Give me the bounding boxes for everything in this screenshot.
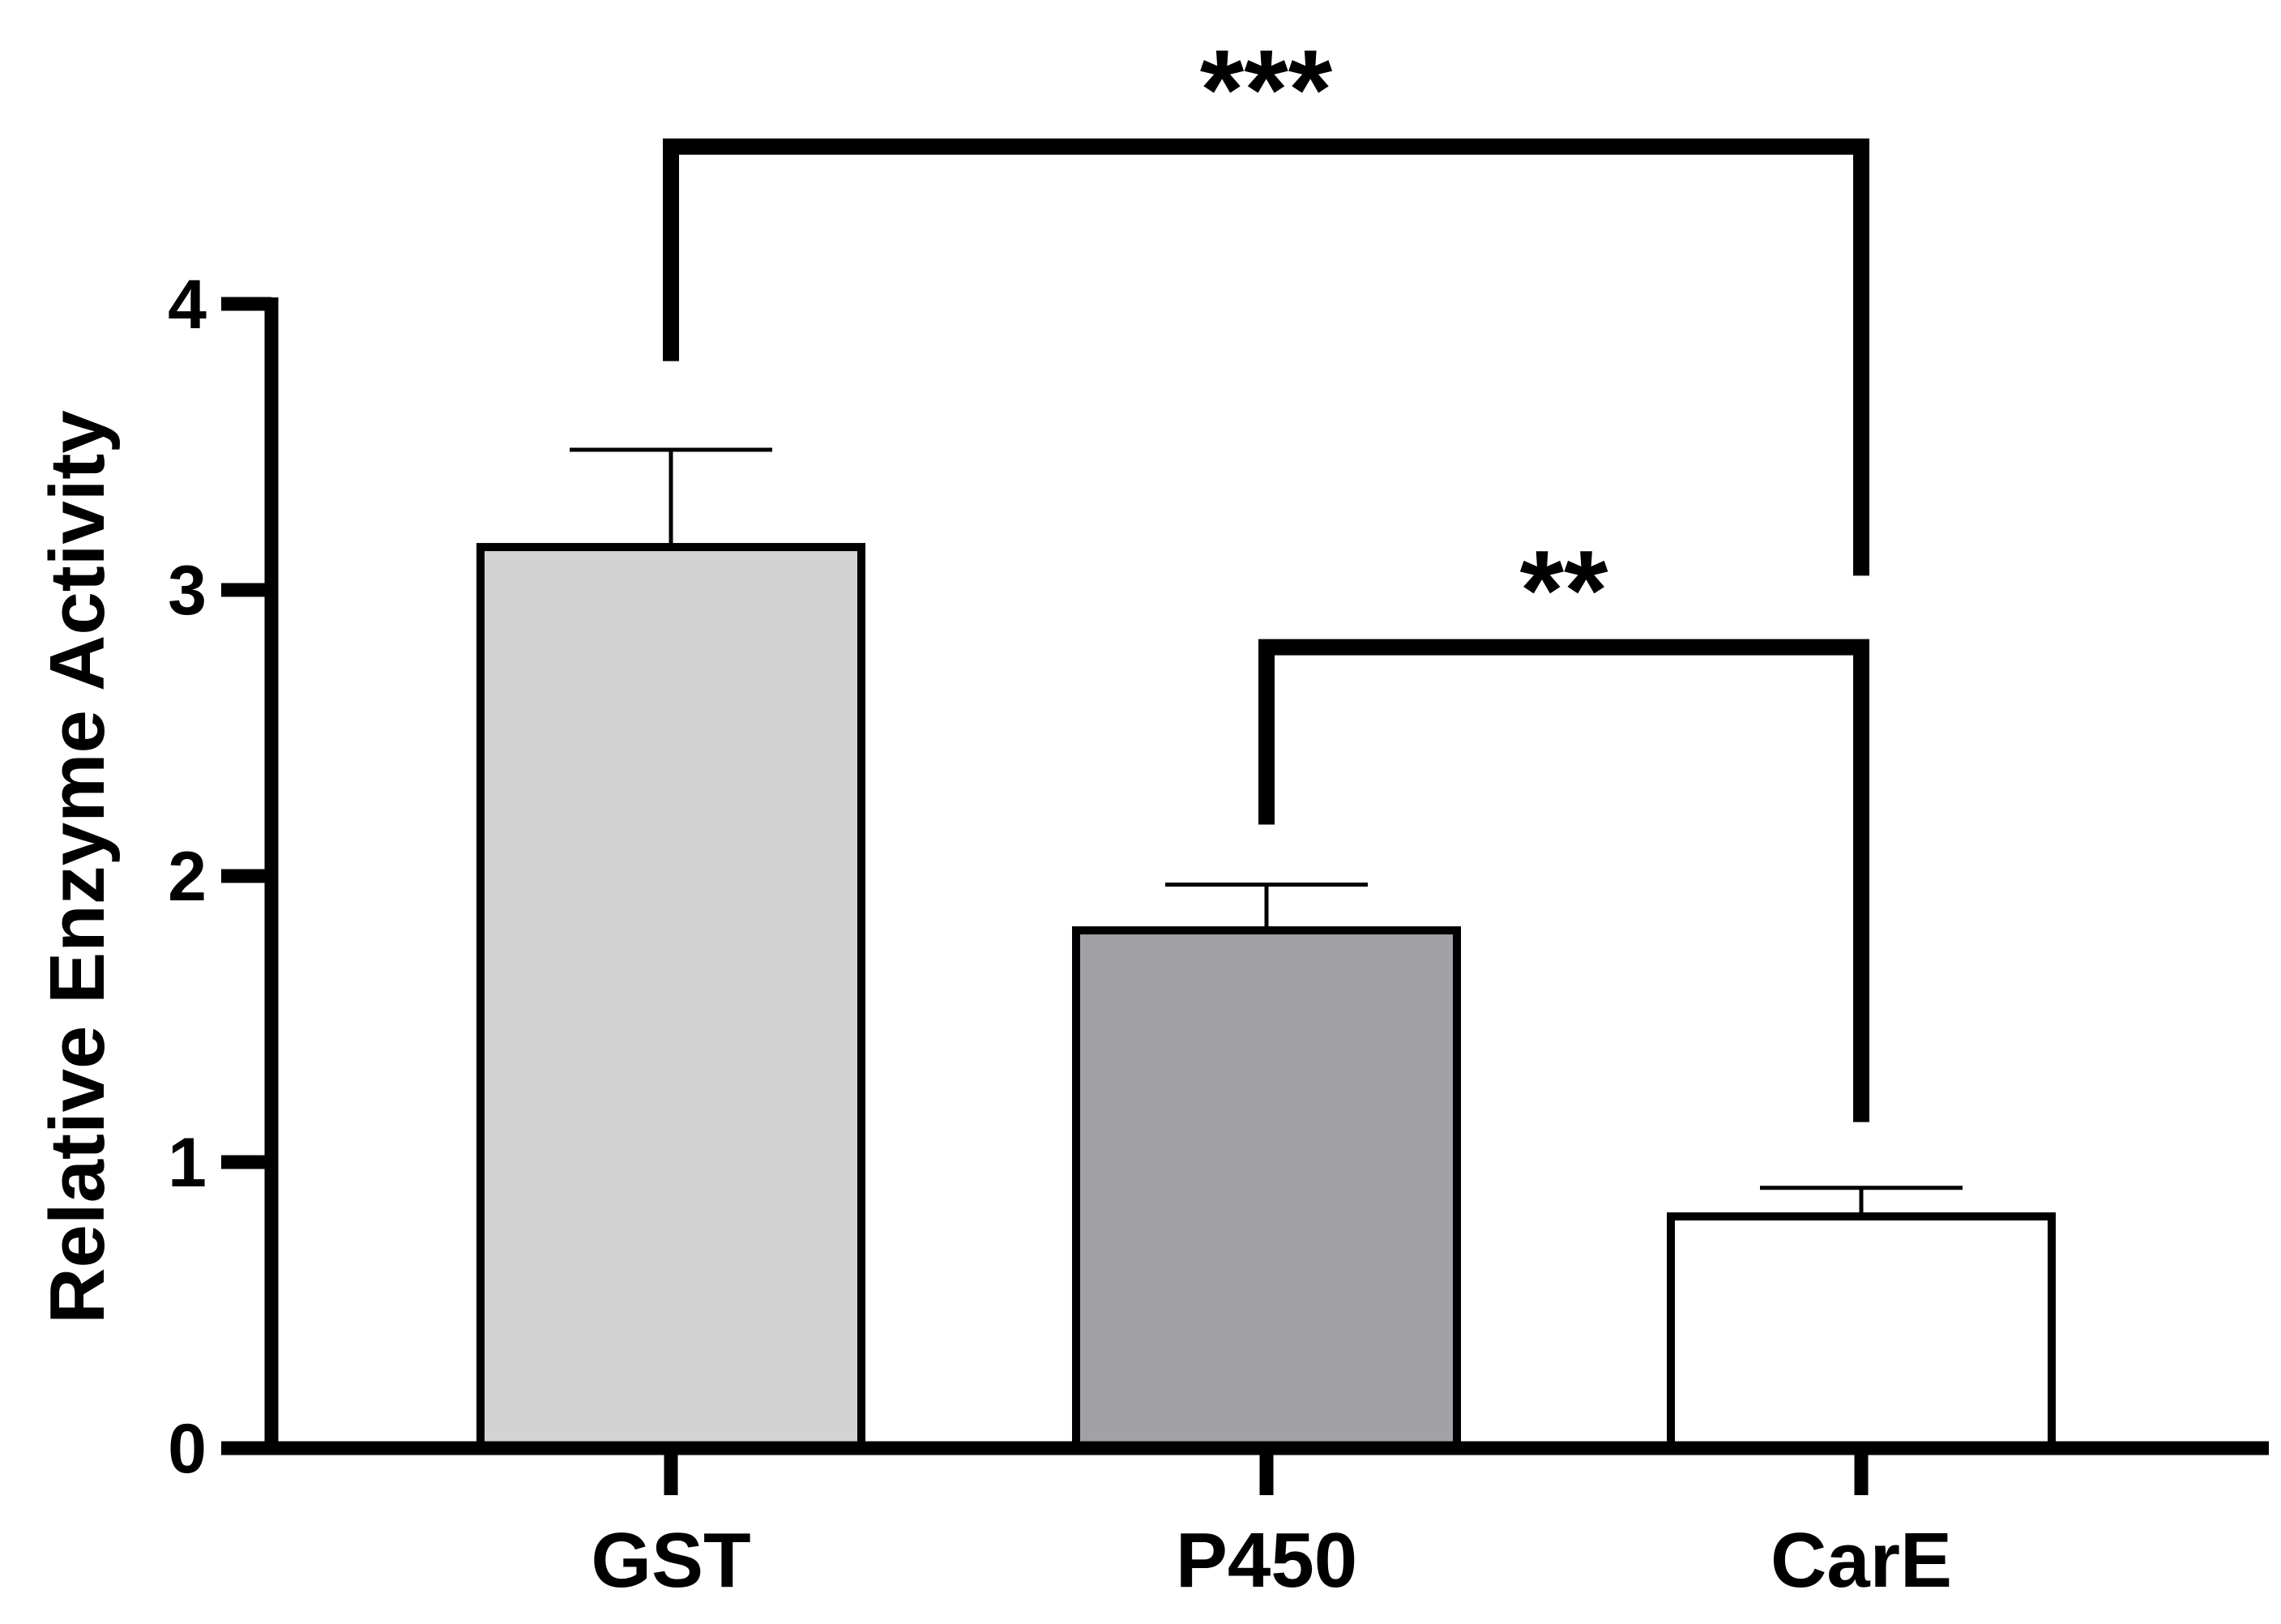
x-tick-label-p450: P450 — [1176, 1517, 1357, 1604]
x-tick-label-care: CarE — [1771, 1517, 1952, 1604]
bar-care — [1667, 1212, 2056, 1452]
bar-gst — [476, 543, 865, 1452]
significance-label-1: *** — [1200, 26, 1333, 153]
bar-p450 — [1072, 926, 1461, 1452]
significance-bracket-1 — [663, 138, 1869, 576]
x-tick-label-gst: GST — [591, 1517, 750, 1604]
y-tick-label-4: 4 — [168, 266, 207, 344]
y-axis-label: Relative Enzyme Activity — [34, 410, 121, 1324]
significance-label-2: ** — [1520, 527, 1608, 654]
y-tick-label-3: 3 — [168, 552, 207, 630]
significance-bracket-2 — [1258, 639, 1869, 1122]
y-tick-label-2: 2 — [168, 838, 207, 916]
y-tick-label-1: 1 — [168, 1124, 207, 1202]
y-tick-label-0: 0 — [168, 1410, 207, 1488]
